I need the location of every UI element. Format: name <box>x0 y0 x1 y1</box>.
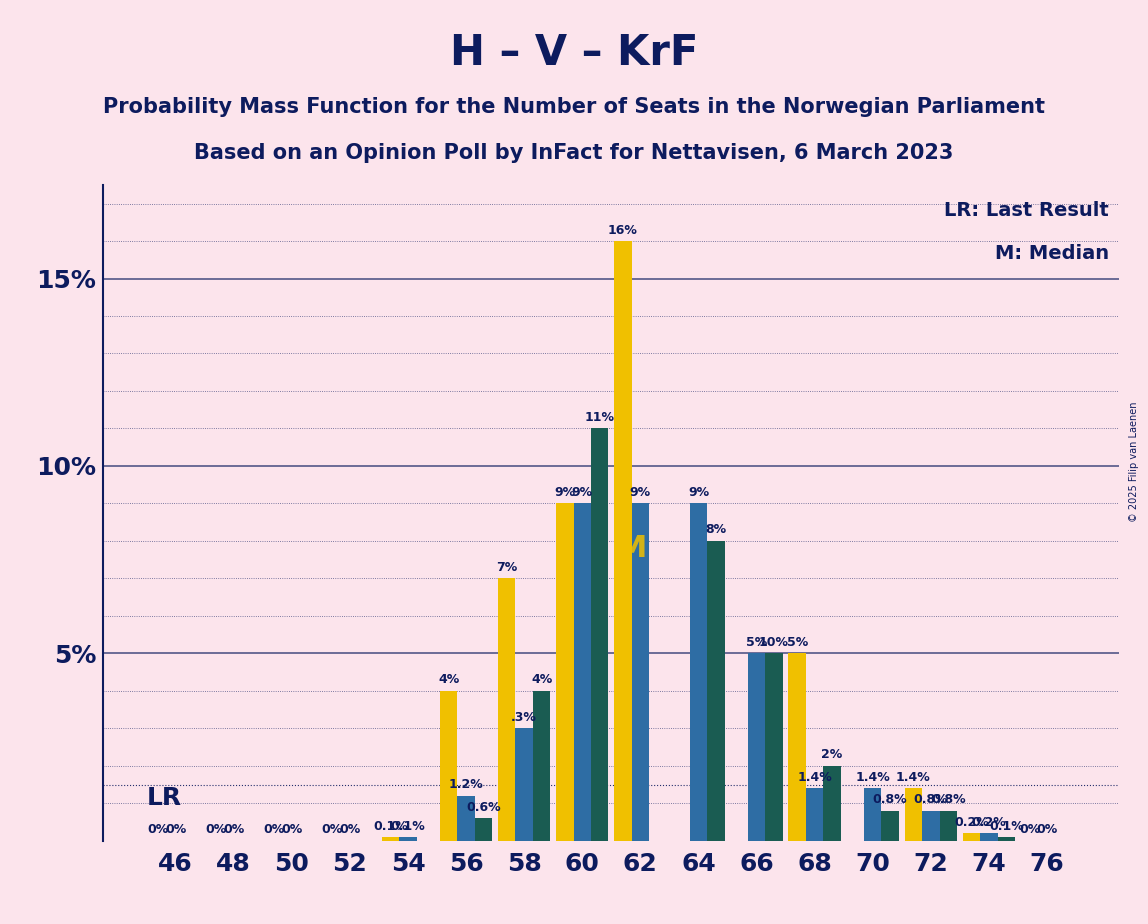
Bar <box>400 837 417 841</box>
Text: 9%: 9% <box>572 486 592 499</box>
Text: 0%: 0% <box>165 823 186 836</box>
Bar <box>533 691 550 841</box>
Text: 0%: 0% <box>223 823 245 836</box>
Bar <box>864 788 882 841</box>
Text: 16%: 16% <box>608 224 638 237</box>
Bar <box>457 796 475 841</box>
Bar <box>789 653 806 841</box>
Bar <box>707 541 724 841</box>
Text: 9%: 9% <box>554 486 575 499</box>
Bar <box>939 811 957 841</box>
Text: 7%: 7% <box>496 561 518 574</box>
Bar <box>747 653 766 841</box>
Bar <box>614 241 631 841</box>
Bar <box>556 504 574 841</box>
Text: 1.4%: 1.4% <box>895 771 931 784</box>
Text: 0.8%: 0.8% <box>931 794 965 807</box>
Bar <box>591 429 608 841</box>
Text: 0%: 0% <box>148 823 169 836</box>
Text: 8%: 8% <box>705 523 727 537</box>
Bar <box>574 504 591 841</box>
Text: 0.6%: 0.6% <box>466 801 501 814</box>
Text: M: Median: M: Median <box>995 244 1109 262</box>
Text: 0.1%: 0.1% <box>988 820 1024 833</box>
Text: M: M <box>616 534 646 563</box>
Text: .3%: .3% <box>511 711 537 723</box>
Bar <box>690 504 707 841</box>
Text: 5%: 5% <box>746 636 767 649</box>
Text: 0%: 0% <box>1037 823 1057 836</box>
Text: H – V – KrF: H – V – KrF <box>450 32 698 74</box>
Bar <box>382 837 400 841</box>
Text: 0.2%: 0.2% <box>971 816 1007 829</box>
Text: 5%: 5% <box>786 636 808 649</box>
Bar <box>806 788 823 841</box>
Bar <box>823 766 840 841</box>
Bar <box>963 833 980 841</box>
Text: 0%: 0% <box>321 823 343 836</box>
Text: 10%: 10% <box>759 636 789 649</box>
Bar <box>475 819 492 841</box>
Text: 1.2%: 1.2% <box>449 778 483 791</box>
Text: 0.2%: 0.2% <box>954 816 988 829</box>
Bar <box>631 504 649 841</box>
Bar <box>882 811 899 841</box>
Bar <box>922 811 939 841</box>
Text: 1.4%: 1.4% <box>797 771 832 784</box>
Text: 0%: 0% <box>340 823 360 836</box>
Text: 0.1%: 0.1% <box>373 820 408 833</box>
Bar <box>515 728 533 841</box>
Text: 0%: 0% <box>205 823 227 836</box>
Text: 9%: 9% <box>688 486 709 499</box>
Text: 0.8%: 0.8% <box>872 794 907 807</box>
Bar <box>980 833 998 841</box>
Text: Probability Mass Function for the Number of Seats in the Norwegian Parliament: Probability Mass Function for the Number… <box>103 97 1045 117</box>
Text: 0.8%: 0.8% <box>914 794 948 807</box>
Bar <box>766 653 783 841</box>
Text: LR: LR <box>147 786 181 810</box>
Text: 0%: 0% <box>1019 823 1040 836</box>
Text: 1.4%: 1.4% <box>855 771 890 784</box>
Text: LR: Last Result: LR: Last Result <box>945 201 1109 220</box>
Text: 9%: 9% <box>630 486 651 499</box>
Text: © 2025 Filip van Laenen: © 2025 Filip van Laenen <box>1130 402 1139 522</box>
Text: 2%: 2% <box>822 748 843 761</box>
Text: Based on an Opinion Poll by InFact for Nettavisen, 6 March 2023: Based on an Opinion Poll by InFact for N… <box>194 143 954 164</box>
Text: 11%: 11% <box>584 411 614 424</box>
Text: 0.1%: 0.1% <box>390 820 426 833</box>
Text: 4%: 4% <box>439 674 459 687</box>
Text: 0%: 0% <box>264 823 285 836</box>
Bar <box>440 691 457 841</box>
Text: 0%: 0% <box>281 823 302 836</box>
Text: 4%: 4% <box>532 674 552 687</box>
Bar <box>998 837 1015 841</box>
Bar <box>905 788 922 841</box>
Bar <box>498 578 515 841</box>
